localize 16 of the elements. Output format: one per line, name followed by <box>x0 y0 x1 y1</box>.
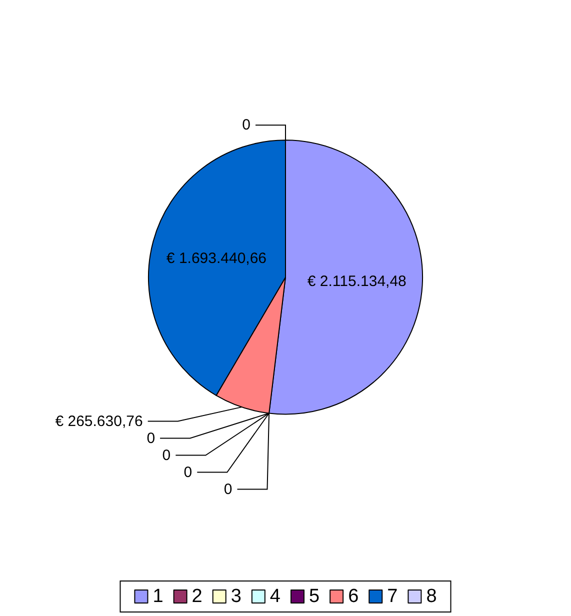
legend-label: 3 <box>230 586 242 607</box>
text: 0 <box>184 464 192 481</box>
legend-label: 5 <box>309 586 320 607</box>
text: 0 <box>224 480 232 498</box>
data-label: € 2.115.134,48 <box>307 273 406 290</box>
legend-label: 2 <box>192 586 202 607</box>
text: 0 <box>146 430 156 447</box>
text: 0 <box>162 446 171 464</box>
legend-label: 1 <box>152 586 164 607</box>
data-label: € 1.693.440,66 <box>166 250 267 267</box>
legend-label: 7 <box>387 586 398 607</box>
legend-label: 8 <box>426 586 437 607</box>
data-label: € 265.630,76 <box>55 412 143 430</box>
legend-label: 4 <box>270 586 281 607</box>
legend-label: 6 <box>348 586 359 607</box>
text: 0 <box>242 116 250 134</box>
